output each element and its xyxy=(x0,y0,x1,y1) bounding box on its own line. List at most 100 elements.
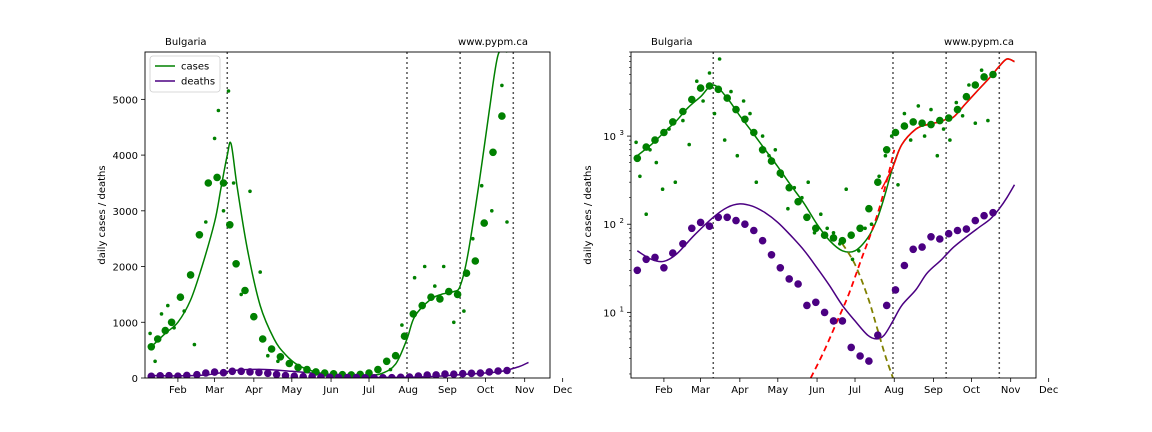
y-tick-exponent: 2 xyxy=(620,217,624,225)
series-deaths-weekly-4-point-18 xyxy=(308,373,316,378)
series-weekly-weekly-5-point-21 xyxy=(820,231,829,239)
series-weekly-weekly-5-point-3 xyxy=(660,128,668,137)
x-tick-label: Apr xyxy=(731,385,749,396)
series-cases-weekly-2-point-4 xyxy=(176,293,185,302)
series-cases-weekly-2-point-3 xyxy=(167,318,176,327)
series-deaths-weekly-4-point-2 xyxy=(165,371,173,378)
series-weekly-weekly-7-point-38 xyxy=(971,216,980,225)
series-daily-daily-6-point-55 xyxy=(979,68,984,72)
x-tick-label: Mar xyxy=(205,385,225,396)
series-weekly-weekly-5-point-14 xyxy=(758,146,767,154)
series-deaths-weekly-4-point-11 xyxy=(246,368,254,376)
series-weekly-weekly-7-point-39 xyxy=(980,211,988,220)
series-cases-weekly-2-point-16 xyxy=(276,353,285,361)
series-daily-daily-6-point-47 xyxy=(929,107,933,112)
x-tick-label: Sep xyxy=(438,385,457,396)
series-deaths-weekly-4-point-36 xyxy=(467,369,476,378)
series-deaths-weekly-4-point-8 xyxy=(219,368,228,377)
x-tick-label: Jun xyxy=(808,385,825,396)
series-daily-daily-6-point-17 xyxy=(735,153,740,158)
series-daily-daily-6-point-32 xyxy=(831,231,836,235)
series-weekly-weekly-5-point-11 xyxy=(732,105,740,114)
series-cases-weekly-2-point-8 xyxy=(213,173,221,182)
series-cases-weekly-2-point-10 xyxy=(226,221,234,229)
series-weekly-weekly-5-point-8 xyxy=(705,82,714,90)
y-tick-label: 10 xyxy=(603,132,616,143)
series-daily-daily-6-point-46 xyxy=(922,134,927,138)
series-cases-weekly-2-point-36 xyxy=(453,290,462,299)
series-weekly-weekly-7-point-32 xyxy=(918,243,926,251)
series-daily-daily-6-point-40 xyxy=(883,153,888,158)
series-daily-daily-6-point-26 xyxy=(792,185,797,190)
x-tick-label: Sep xyxy=(924,385,943,396)
series-weekly-weekly-5-point-34 xyxy=(936,116,944,125)
x-tick-label: Aug xyxy=(884,385,904,396)
series-deaths-weekly-4-point-22 xyxy=(343,373,352,378)
x-tick-label: Jun xyxy=(322,385,339,396)
series-weekly-weekly-5-point-17 xyxy=(785,183,793,192)
x-tick-label: Dec xyxy=(553,385,572,396)
series-daily-daily-6-point-36 xyxy=(857,249,861,253)
series-weekly-weekly-7-point-4 xyxy=(669,249,677,257)
series-cases-daily-3-point-6 xyxy=(192,342,197,347)
legend-box xyxy=(149,55,221,93)
series-cases-daily-3-point-12 xyxy=(231,181,236,185)
y-tick-label: 0 xyxy=(132,374,138,385)
series-weekly-weekly-7-point-0 xyxy=(633,266,642,275)
series-daily-daily-6-point-16 xyxy=(729,89,733,94)
y-tick-label: 1000 xyxy=(113,318,138,329)
x-tick-label: Feb xyxy=(169,385,187,396)
x-tick-label: May xyxy=(281,385,302,396)
series-deaths-weekly-4-point-14 xyxy=(272,370,281,378)
series-cases-daily-3-point-34 xyxy=(490,209,494,213)
series-weekly-weekly-7-point-12 xyxy=(741,220,749,228)
series-daily-daily-6-point-39 xyxy=(877,174,881,179)
series-deaths-weekly-4-point-0 xyxy=(147,372,156,378)
panel-title-left: Bulgaria xyxy=(165,37,206,48)
series-weekly-weekly-7-point-24 xyxy=(847,343,855,352)
x-tick-label: Oct xyxy=(477,385,494,396)
series-weekly-weekly-7-point-18 xyxy=(794,280,802,288)
series-weekly-weekly-5-point-24 xyxy=(847,231,855,239)
series-daily-daily-6-point-7 xyxy=(673,180,678,184)
series-cases-weekly-2-point-35 xyxy=(445,287,453,296)
series-cases-daily-3-point-13 xyxy=(239,292,243,297)
series-daily-daily-6-point-23 xyxy=(773,148,778,152)
series-weekly-weekly-7-point-3 xyxy=(660,264,668,272)
series-weekly-weekly-5-point-10 xyxy=(723,94,731,102)
x-tick-label: Dec xyxy=(1039,385,1058,396)
series-daily-daily-6-point-43 xyxy=(902,111,907,116)
series-weekly-weekly-7-point-22 xyxy=(829,317,838,325)
series-daily-daily-6-point-13 xyxy=(712,111,717,116)
series-weekly-weekly-7-point-29 xyxy=(891,286,900,294)
series-daily-daily-6-point-37 xyxy=(863,226,867,231)
chart-panel-1: Feb Mar Apr May Jun Jul Aug Sep Oct Nov Dec 0 1000 20… xyxy=(97,37,572,396)
series-daily-daily-6-point-19 xyxy=(748,111,752,116)
series-daily-daily-6-point-35 xyxy=(850,257,855,262)
series-daily-daily-6-point-33 xyxy=(838,242,842,246)
series-cases-weekly-2-point-15 xyxy=(267,345,276,353)
series-deaths-weekly-4-point-25 xyxy=(370,374,378,378)
y-tick-label: 2000 xyxy=(113,263,138,274)
series-cases-daily-3-point-26 xyxy=(412,275,417,280)
series-cases-weekly-2-point-0 xyxy=(147,343,156,351)
series-cases-daily-3-point-17 xyxy=(276,359,280,364)
series-deaths-weekly-4-point-26 xyxy=(379,374,387,378)
panel-title-right: www.pypm.ca xyxy=(458,37,528,48)
series-cases-weekly-2-point-5 xyxy=(186,271,195,279)
series-weekly-weekly-7-point-17 xyxy=(785,275,793,283)
series-deaths-weekly-4-point-27 xyxy=(388,373,396,378)
series-weekly-weekly-7-point-28 xyxy=(882,301,891,310)
series-weekly-weekly-5-point-2 xyxy=(651,136,659,144)
series-cases-daily-3-point-18 xyxy=(286,362,290,366)
series-weekly-weekly-7-point-19 xyxy=(803,301,811,310)
series-weekly-weekly-5-point-6 xyxy=(688,95,696,104)
series-weekly-weekly-7-point-31 xyxy=(909,245,917,254)
series-deaths-weekly-4-point-33 xyxy=(441,370,449,378)
series-cases-weekly-2-point-33 xyxy=(427,293,435,302)
series-weekly-weekly-5-point-32 xyxy=(918,119,926,127)
series-cases-weekly-2-point-18 xyxy=(294,363,302,372)
series-weekly-weekly-5-point-28 xyxy=(882,146,891,154)
series-cases-model-0-line xyxy=(150,52,508,377)
